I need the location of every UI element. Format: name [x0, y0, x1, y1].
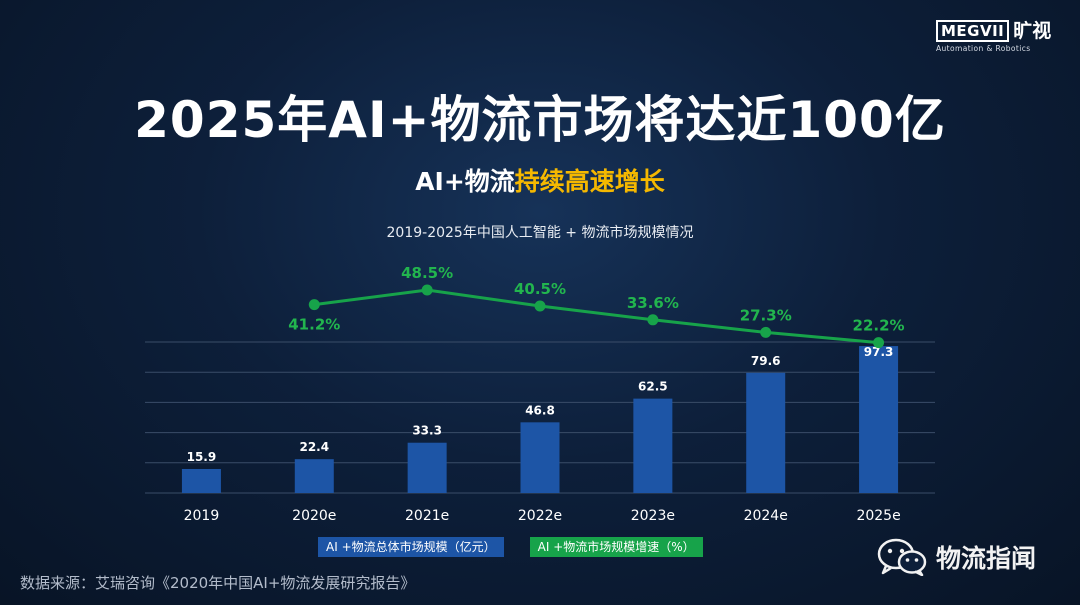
legend-line-series: AI +物流市场规模增速（%） — [529, 537, 703, 557]
x-tick-label: 2024e — [744, 508, 788, 524]
x-tick-label: 2020e — [292, 508, 336, 524]
growth-rate-label: 27.3% — [740, 306, 792, 324]
chart-title: 2019-2025年中国人工智能 + 物流市场规模情况 — [386, 225, 694, 241]
x-tick-label: 2023e — [631, 508, 675, 524]
bar-value-label: 79.6 — [751, 354, 781, 368]
bar-2020e — [294, 459, 334, 493]
growth-rate-line — [314, 288, 879, 345]
growth-point-2025e — [873, 337, 885, 349]
legend-bar-series: AI +物流总体市场规模（亿元） — [318, 537, 504, 557]
growth-rate-label: 33.6% — [627, 294, 679, 312]
bar-value-label: 46.8 — [525, 403, 555, 417]
bar-value-label: 15.9 — [187, 450, 217, 464]
subtitle-highlight: 持续高速增长 — [514, 167, 665, 196]
growth-point-2023e — [647, 314, 659, 326]
growth-point-2024e — [760, 326, 772, 338]
logo-brand-cn: 旷视 — [1013, 20, 1052, 42]
bar-value-label: 22.4 — [299, 440, 329, 454]
bar-value-label: 33.3 — [412, 424, 442, 438]
growth-point-2021e — [421, 284, 433, 296]
x-tick-label: 2021e — [405, 508, 449, 524]
bar-2023e — [633, 398, 673, 493]
chart-legend: AI +物流总体市场规模（亿元） AI +物流市场规模增速（%） — [318, 537, 703, 557]
growth-point-2022e — [534, 300, 546, 312]
watermark-text: 物流指闻 — [936, 544, 1037, 573]
growth-rate-label: 40.5% — [514, 280, 566, 298]
x-tick-label: 2025e — [856, 508, 900, 524]
logo-brand: MEGVII — [936, 20, 1010, 42]
subtitle-prefix: AI+物流 — [415, 167, 515, 196]
bar-2024e — [746, 372, 786, 493]
logo-tagline: Automation & Robotics — [936, 44, 1031, 53]
growth-rate-label: 48.5% — [401, 264, 453, 282]
bar-2025e — [859, 346, 899, 493]
growth-point-2020e — [308, 299, 320, 311]
wechat-icon — [877, 538, 927, 576]
data-source-note: 数据来源：艾瑞咨询《2020年中国AI+物流发展研究报告》 — [20, 574, 416, 592]
x-tick-label: 2022e — [518, 508, 562, 524]
page-subtitle: AI+物流持续高速增长 — [0, 162, 1080, 198]
x-tick-label: 2019 — [184, 508, 220, 524]
growth-rate-label: 22.2% — [853, 317, 905, 335]
bar-2021e — [407, 442, 447, 493]
megvii-logo: MEGVII 旷视 Automation & Robotics — [936, 20, 1058, 53]
growth-rate-label: 41.2% — [288, 316, 340, 334]
wechat-watermark: 物流指闻 — [876, 538, 1036, 576]
bar-value-label: 62.5 — [638, 380, 668, 394]
page-title: 2025年AI+物流市场将达近100亿 — [134, 91, 946, 149]
bar-2022e — [520, 422, 560, 493]
bar-value-label: 97.3 — [864, 345, 894, 359]
bar-2019 — [181, 468, 221, 493]
